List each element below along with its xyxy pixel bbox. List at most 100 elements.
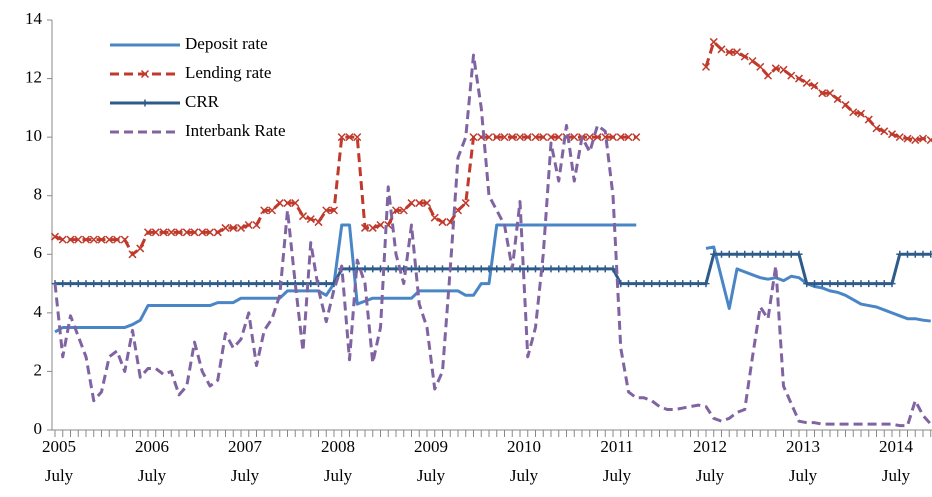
marker: [198, 228, 207, 237]
marker: [252, 220, 261, 230]
marker: [586, 265, 594, 273]
marker: [625, 280, 632, 288]
marker: [834, 280, 842, 288]
marker: [546, 133, 556, 142]
marker: [849, 108, 858, 117]
marker: [198, 280, 206, 288]
marker: [802, 78, 811, 87]
marker: [268, 280, 276, 288]
marker: [140, 69, 150, 79]
marker: [74, 235, 83, 244]
marker: [926, 136, 932, 145]
x-tick-month: July: [510, 466, 539, 485]
legend-label: Lending rate: [185, 63, 271, 82]
marker: [59, 280, 67, 288]
marker: [128, 250, 137, 259]
marker: [725, 250, 733, 258]
marker: [873, 280, 880, 288]
marker: [50, 232, 60, 241]
marker: [732, 48, 742, 57]
marker: [213, 228, 222, 237]
marker: [229, 223, 238, 232]
marker: [105, 280, 113, 288]
marker: [911, 136, 920, 145]
marker: [570, 133, 579, 142]
marker: [283, 199, 292, 208]
x-tick-month: July: [882, 466, 911, 485]
series-line: [53, 53, 932, 428]
marker: [182, 228, 191, 237]
marker: [360, 223, 370, 232]
marker: [787, 71, 796, 80]
marker: [763, 71, 773, 80]
marker: [656, 280, 663, 288]
marker: [136, 280, 144, 288]
marker: [306, 215, 315, 224]
y-tick-label: 10: [25, 126, 42, 145]
marker: [856, 109, 866, 118]
marker: [298, 212, 308, 221]
marker: [702, 280, 710, 288]
marker: [888, 280, 896, 288]
marker: [918, 134, 928, 143]
marker: [764, 250, 772, 258]
marker: [740, 52, 749, 61]
marker: [679, 280, 687, 288]
marker: [694, 280, 702, 288]
marker: [531, 133, 540, 142]
marker: [384, 265, 392, 273]
marker: [245, 280, 253, 288]
marker: [477, 265, 485, 273]
marker: [710, 250, 718, 258]
marker: [236, 223, 246, 232]
marker: [112, 235, 122, 244]
marker: [322, 280, 330, 288]
y-tick-label: 2: [34, 360, 43, 379]
marker: [616, 133, 625, 142]
marker: [749, 250, 756, 258]
x-tick-month: July: [231, 466, 260, 485]
marker: [237, 280, 245, 288]
marker: [175, 280, 183, 288]
x-tick-year: 2008: [321, 437, 355, 456]
marker: [787, 250, 795, 258]
marker: [376, 220, 385, 230]
marker: [701, 62, 711, 71]
marker: [152, 280, 160, 288]
marker: [151, 228, 160, 237]
marker: [570, 265, 578, 273]
marker: [136, 244, 145, 253]
marker: [547, 265, 555, 273]
marker: [919, 250, 927, 258]
marker: [74, 280, 82, 288]
x-tick-year: 2011: [600, 437, 633, 456]
marker: [485, 265, 493, 273]
marker: [422, 199, 432, 208]
marker: [58, 235, 67, 244]
marker: [461, 199, 470, 208]
marker: [244, 220, 253, 230]
marker: [222, 280, 229, 288]
marker: [501, 265, 508, 273]
x-tick-year: 2009: [414, 437, 448, 456]
marker: [329, 206, 339, 215]
x-tick-month: July: [45, 466, 74, 485]
marker: [810, 81, 819, 90]
marker: [353, 133, 362, 142]
marker: [89, 235, 98, 244]
marker: [183, 280, 191, 288]
x-tick-year: 2010: [507, 437, 541, 456]
y-tick-label: 6: [34, 243, 43, 262]
x-tick-month: July: [417, 466, 446, 485]
marker: [927, 250, 932, 258]
marker: [438, 218, 447, 227]
y-tick-label: 8: [34, 185, 43, 204]
marker: [105, 235, 114, 244]
marker: [523, 133, 532, 142]
marker: [346, 265, 353, 273]
marker: [469, 133, 478, 142]
marker: [423, 265, 431, 273]
marker: [81, 235, 91, 244]
marker: [229, 280, 237, 288]
marker: [896, 250, 904, 258]
